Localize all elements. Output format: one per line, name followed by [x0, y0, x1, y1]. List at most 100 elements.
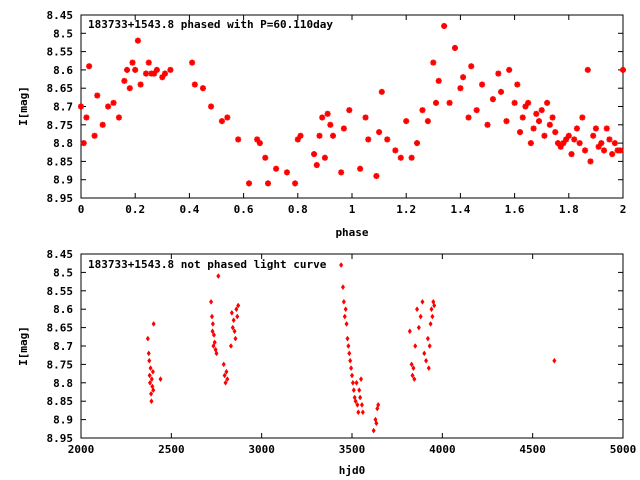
- data-point: [313, 162, 320, 169]
- data-point: [236, 302, 241, 309]
- data-point: [147, 372, 152, 379]
- data-point: [432, 302, 437, 309]
- data-point: [425, 335, 430, 342]
- phased-chart-title: 183733+1543.8 phased with P=60.110day: [88, 18, 333, 31]
- data-point: [167, 66, 174, 73]
- data-point: [549, 114, 556, 121]
- data-point: [350, 379, 355, 386]
- data-point: [414, 140, 421, 147]
- data-point: [129, 59, 136, 66]
- unphased-y-tick-label: 8.75: [47, 358, 74, 371]
- data-point: [150, 368, 155, 375]
- data-point: [576, 140, 583, 147]
- data-point: [115, 114, 122, 121]
- data-point: [418, 313, 423, 320]
- data-point: [235, 136, 242, 143]
- data-point: [407, 328, 412, 335]
- data-point: [590, 132, 597, 139]
- data-point: [451, 44, 458, 51]
- unphased-x-tick-label: 4500: [519, 443, 546, 456]
- data-point: [349, 365, 354, 372]
- data-point: [231, 317, 236, 324]
- data-point: [376, 129, 383, 136]
- data-point: [411, 365, 416, 372]
- data-point: [153, 66, 160, 73]
- unphased-y-tick-label: 8.5: [53, 266, 73, 279]
- data-point: [359, 401, 364, 408]
- data-point: [565, 132, 572, 139]
- data-point: [413, 343, 418, 349]
- data-point: [262, 154, 269, 161]
- data-point: [297, 132, 304, 139]
- data-point: [230, 324, 235, 331]
- data-point: [351, 387, 356, 394]
- data-point: [373, 173, 380, 180]
- data-point: [209, 313, 215, 320]
- phased-x-tick-label: 0.4: [179, 203, 199, 216]
- data-point: [460, 74, 467, 81]
- data-point: [392, 147, 399, 154]
- data-point: [208, 103, 215, 110]
- unphased-x-axis-label: hjd0: [339, 464, 366, 477]
- data-point: [339, 262, 344, 268]
- data-point: [426, 365, 431, 372]
- data-point: [209, 298, 214, 305]
- data-point: [446, 99, 453, 106]
- data-point: [409, 361, 414, 368]
- data-point: [468, 63, 475, 70]
- data-point: [235, 313, 240, 320]
- data-point: [99, 121, 106, 128]
- data-point: [362, 114, 369, 121]
- data-point: [124, 66, 131, 73]
- phased-y-tick-label: 8.85: [47, 155, 74, 168]
- data-point: [86, 63, 93, 70]
- data-point: [147, 357, 152, 364]
- data-point: [356, 409, 361, 416]
- data-point: [573, 125, 580, 132]
- data-point: [210, 320, 215, 327]
- data-point: [225, 376, 230, 383]
- data-point: [408, 154, 415, 161]
- data-point: [162, 70, 169, 77]
- phased-y-axis-label: I[mag]: [17, 86, 30, 126]
- unphased-x-tick-label: 2000: [68, 443, 95, 456]
- data-point: [218, 118, 225, 125]
- data-point: [216, 273, 221, 280]
- data-point: [420, 298, 425, 305]
- data-point: [424, 357, 429, 364]
- data-point: [609, 151, 616, 158]
- data-point: [355, 401, 360, 408]
- data-point: [214, 350, 219, 357]
- data-point: [232, 328, 237, 335]
- data-point: [397, 154, 404, 161]
- data-point: [428, 320, 433, 327]
- phased-y-tick-label: 8.95: [47, 192, 74, 205]
- phased-x-tick-label: 0: [78, 203, 85, 216]
- data-point: [147, 379, 153, 386]
- data-point: [151, 387, 156, 394]
- data-point: [427, 343, 432, 349]
- data-point: [319, 114, 326, 121]
- unphased-y-tick-label: 8.85: [47, 395, 74, 408]
- data-point: [349, 372, 355, 379]
- data-point: [541, 132, 548, 139]
- data-point: [430, 313, 435, 320]
- data-point: [94, 92, 101, 99]
- data-point: [519, 114, 526, 121]
- phased-plot-frame: [80, 14, 624, 199]
- unphased-x-tick-label: 3000: [248, 443, 275, 456]
- data-point: [374, 420, 379, 427]
- data-point: [378, 88, 385, 95]
- data-point: [338, 169, 345, 176]
- data-point: [473, 107, 480, 114]
- data-point: [584, 66, 591, 73]
- data-point: [222, 372, 227, 379]
- data-point: [514, 81, 521, 88]
- data-point: [527, 140, 534, 147]
- data-point: [146, 350, 151, 357]
- data-point: [419, 107, 426, 114]
- data-point: [617, 147, 624, 154]
- data-point: [83, 114, 90, 121]
- data-point: [358, 376, 364, 383]
